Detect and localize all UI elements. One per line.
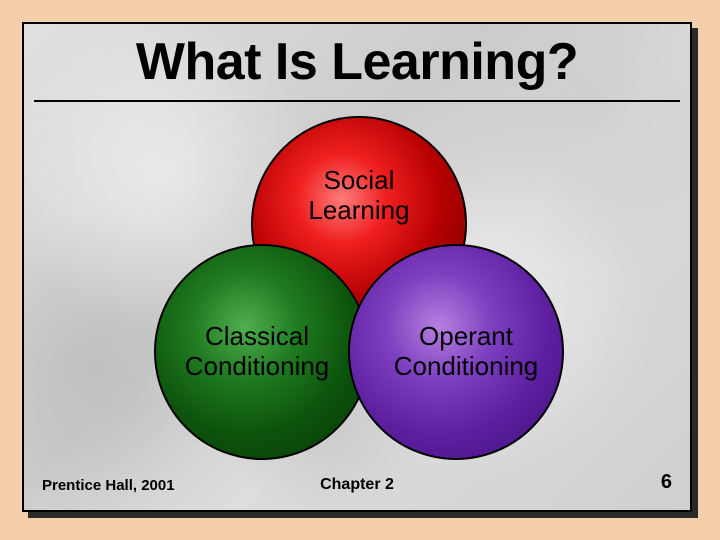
label-social-learning: Social Learning (259, 166, 459, 226)
label-operant-line1: Operant (419, 321, 513, 351)
content-box: What Is Learning? Social Learning Classi… (22, 22, 692, 512)
slide-frame: What Is Learning? Social Learning Classi… (22, 22, 698, 518)
label-social-line2: Learning (308, 195, 409, 225)
venn-diagram: Social Learning Classical Conditioning O… (24, 24, 690, 510)
label-social-line1: Social (324, 165, 395, 195)
label-classical-line2: Conditioning (185, 351, 330, 381)
footer-right: 6 (661, 471, 672, 494)
label-operant-line2: Conditioning (394, 351, 539, 381)
footer-center: Chapter 2 (24, 476, 690, 494)
label-classical-conditioning: Classical Conditioning (147, 322, 367, 382)
label-classical-line1: Classical (205, 321, 309, 351)
label-operant-conditioning: Operant Conditioning (356, 322, 576, 382)
